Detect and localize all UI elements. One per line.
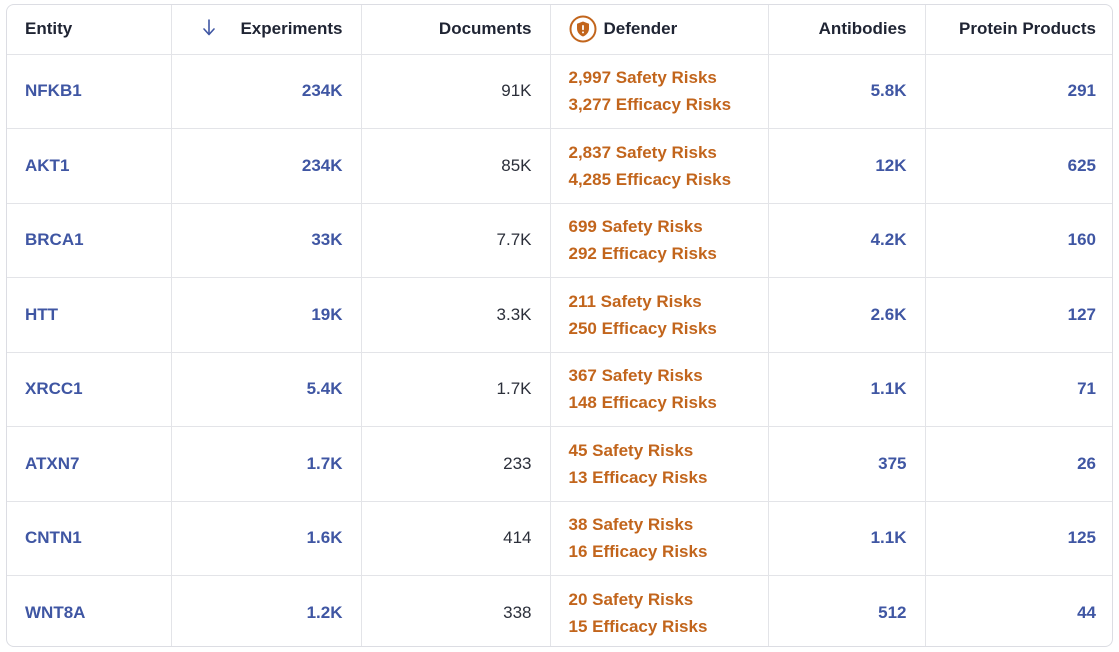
column-header-defender[interactable]: Defender xyxy=(550,5,769,55)
protein-products-count-link[interactable]: 125 xyxy=(925,501,1112,576)
efficacy-risks-link[interactable]: 4,285 Efficacy Risks xyxy=(568,169,732,189)
protein-products-count-link[interactable]: 26 xyxy=(925,426,1112,502)
column-header-label: Protein Products xyxy=(959,19,1096,39)
entity-link[interactable]: BRCA1 xyxy=(7,203,172,278)
column-header-label: Documents xyxy=(438,19,532,39)
antibodies-count-link[interactable]: 1.1K xyxy=(768,352,926,427)
table-row: HTT 19K 3.3K 211 Safety Risks 250 Effica… xyxy=(7,277,1112,353)
column-header-entity[interactable]: Entity xyxy=(7,5,172,55)
entity-table: Entity Experiments Documents xyxy=(7,5,1112,646)
defender-cell: 699 Safety Risks 292 Efficacy Risks xyxy=(550,203,769,278)
experiments-count-link[interactable]: 33K xyxy=(171,203,362,278)
efficacy-risks-link[interactable]: 16 Efficacy Risks xyxy=(568,542,708,562)
antibodies-count-link[interactable]: 5.8K xyxy=(768,54,926,129)
column-header-label: Experiments xyxy=(240,19,343,39)
defender-cell: 367 Safety Risks 148 Efficacy Risks xyxy=(550,352,769,427)
documents-count: 7.7K xyxy=(361,203,551,278)
protein-products-count-link[interactable]: 160 xyxy=(925,203,1112,278)
efficacy-risks-link[interactable]: 13 Efficacy Risks xyxy=(568,467,708,487)
documents-count: 338 xyxy=(361,575,551,646)
safety-risks-link[interactable]: 2,837 Safety Risks xyxy=(568,142,717,162)
protein-products-count-link[interactable]: 291 xyxy=(925,54,1112,129)
safety-risks-link[interactable]: 20 Safety Risks xyxy=(568,590,694,609)
efficacy-risks-link[interactable]: 250 Efficacy Risks xyxy=(568,318,717,338)
column-header-label: Defender xyxy=(603,19,678,39)
safety-risks-link[interactable]: 699 Safety Risks xyxy=(568,217,703,237)
safety-risks-link[interactable]: 367 Safety Risks xyxy=(568,366,703,386)
documents-count: 414 xyxy=(361,501,551,576)
antibodies-count-link[interactable]: 512 xyxy=(768,575,926,646)
safety-risks-link[interactable]: 45 Safety Risks xyxy=(568,440,694,460)
antibodies-count-link[interactable]: 4.2K xyxy=(768,203,926,278)
experiments-count-link[interactable]: 19K xyxy=(171,277,362,353)
arrow-down-icon[interactable] xyxy=(202,18,216,38)
antibodies-count-link[interactable]: 375 xyxy=(768,426,926,502)
documents-count: 3.3K xyxy=(361,277,551,353)
safety-risks-link[interactable]: 38 Safety Risks xyxy=(568,515,694,535)
experiments-count-link[interactable]: 5.4K xyxy=(171,352,362,427)
column-header-label: Antibodies xyxy=(818,19,907,39)
efficacy-risks-link[interactable]: 148 Efficacy Risks xyxy=(568,393,717,413)
table-row: BRCA1 33K 7.7K 699 Safety Risks 292 Effi… xyxy=(7,203,1112,278)
entity-link[interactable]: HTT xyxy=(7,277,172,353)
table-row: WNT8A 1.2K 338 20 Safety Risks 15 Effica… xyxy=(7,575,1112,646)
column-header-label: Entity xyxy=(25,19,73,39)
defender-cell: 20 Safety Risks 15 Efficacy Risks xyxy=(550,575,769,646)
entity-link[interactable]: XRCC1 xyxy=(7,352,172,427)
table-row: XRCC1 5.4K 1.7K 367 Safety Risks 148 Eff… xyxy=(7,352,1112,427)
entity-table-container: Entity Experiments Documents xyxy=(6,4,1113,647)
experiments-count-link[interactable]: 1.6K xyxy=(171,501,362,576)
entity-link[interactable]: AKT1 xyxy=(7,128,172,204)
column-header-experiments[interactable]: Experiments xyxy=(171,5,362,55)
shield-icon xyxy=(569,15,596,43)
entity-link[interactable]: CNTN1 xyxy=(7,501,172,576)
protein-products-count-link[interactable]: 71 xyxy=(925,352,1112,427)
documents-count: 1.7K xyxy=(361,352,551,427)
entity-link[interactable]: WNT8A xyxy=(7,575,172,646)
efficacy-risks-link[interactable]: 3,277 Efficacy Risks xyxy=(568,95,732,115)
column-header-documents[interactable]: Documents xyxy=(361,5,551,55)
documents-count: 85K xyxy=(361,128,551,204)
efficacy-risks-link[interactable]: 292 Efficacy Risks xyxy=(568,244,717,264)
experiments-count-link[interactable]: 234K xyxy=(171,54,362,129)
safety-risks-link[interactable]: 2,997 Safety Risks xyxy=(568,68,717,88)
entity-link[interactable]: NFKB1 xyxy=(7,54,172,129)
table-row: CNTN1 1.6K 414 38 Safety Risks 16 Effica… xyxy=(7,501,1112,576)
defender-cell: 2,997 Safety Risks 3,277 Efficacy Risks xyxy=(550,54,769,129)
documents-count: 91K xyxy=(361,54,551,129)
defender-cell: 38 Safety Risks 16 Efficacy Risks xyxy=(550,501,769,576)
column-header-antibodies[interactable]: Antibodies xyxy=(768,5,926,55)
protein-products-count-link[interactable]: 44 xyxy=(1077,603,1096,622)
experiments-count-link[interactable]: 234K xyxy=(171,128,362,204)
table-row: NFKB1 234K 91K 2,997 Safety Risks 3,277 … xyxy=(7,54,1112,129)
antibodies-count-link[interactable]: 12K xyxy=(768,128,926,204)
table-row: ATXN7 1.7K 233 45 Safety Risks 13 Effica… xyxy=(7,426,1112,502)
entity-link[interactable]: ATXN7 xyxy=(7,426,172,502)
experiments-count-link[interactable]: 1.7K xyxy=(171,426,362,502)
experiments-count-link[interactable]: 1.2K xyxy=(171,575,362,646)
table-row: AKT1 234K 85K 2,837 Safety Risks 4,285 E… xyxy=(7,128,1112,204)
protein-products-count-link[interactable]: 625 xyxy=(925,128,1112,204)
defender-cell: 2,837 Safety Risks 4,285 Efficacy Risks xyxy=(550,128,769,204)
documents-count: 233 xyxy=(361,426,551,502)
defender-cell: 45 Safety Risks 13 Efficacy Risks xyxy=(550,426,769,502)
antibodies-count-link[interactable]: 2.6K xyxy=(768,277,926,353)
protein-products-count-link[interactable]: 127 xyxy=(925,277,1112,353)
safety-risks-link[interactable]: 211 Safety Risks xyxy=(568,291,702,311)
efficacy-risks-link[interactable]: 15 Efficacy Risks xyxy=(568,617,708,636)
column-header-protein-products[interactable]: Protein Products xyxy=(925,5,1112,55)
defender-cell: 211 Safety Risks 250 Efficacy Risks xyxy=(550,277,769,353)
table-header-row: Entity Experiments Documents xyxy=(7,5,1112,55)
antibodies-count-link[interactable]: 1.1K xyxy=(768,501,926,576)
